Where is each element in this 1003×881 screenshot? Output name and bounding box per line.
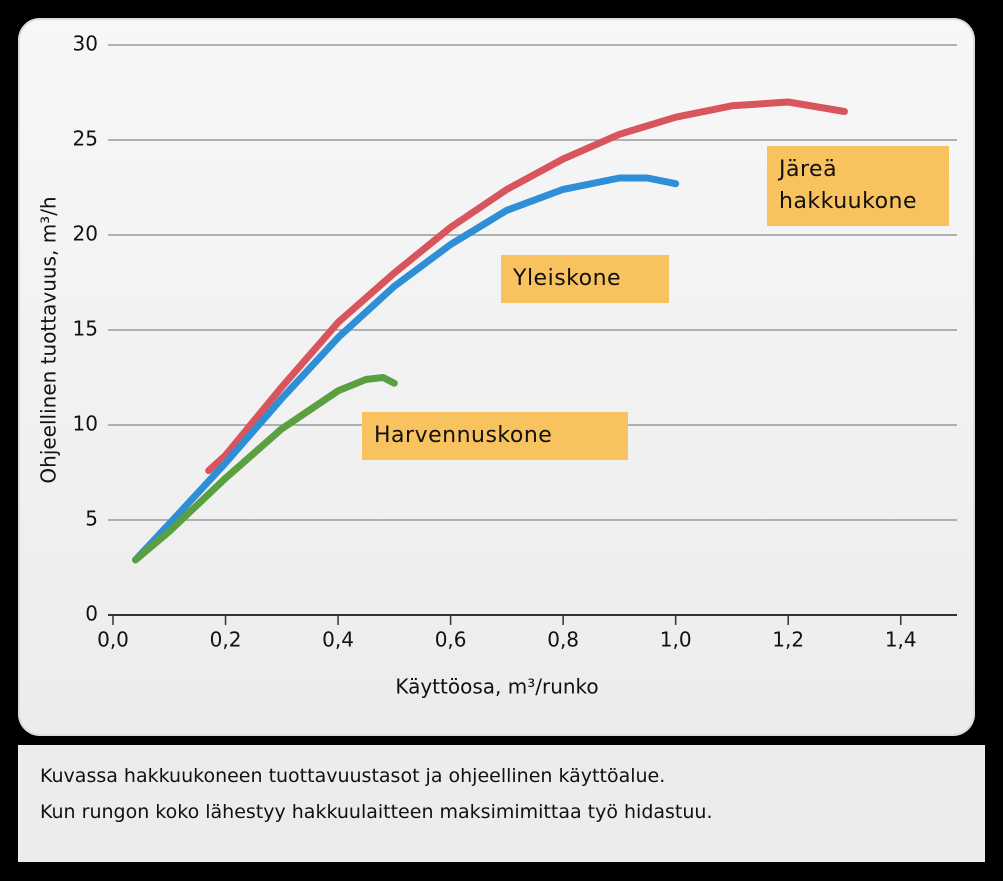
series-label: Järeä hakkuukone [767,146,949,226]
y-tick-label: 10 [73,412,98,436]
series-label: Harvennuskone [362,412,628,460]
x-tick-label: 0,4 [322,628,354,652]
x-axis-title: Käyttöosa, m³/runko [395,675,598,699]
caption-line: Kun rungon koko lähestyy hakkuulaitteen … [40,801,713,823]
x-tick-label: 0,0 [97,628,129,652]
caption-line: Kuvassa hakkuukoneen tuottavuustasot ja … [40,765,666,787]
chart: Käyttöosa, m³/runko Ohjeellinen tuottavu… [37,32,957,699]
x-tick-label: 0,2 [210,628,242,652]
y-tick-label: 25 [73,127,98,151]
y-tick-label: 20 [73,222,98,246]
chart-panel [18,18,975,736]
y-tick-label: 0 [85,602,98,626]
x-tick-label: 1,2 [772,628,804,652]
series-line [132,374,398,564]
y-tick-label: 15 [73,317,98,341]
y-tick-label: 5 [85,507,98,531]
series-line [205,98,848,475]
caption-box: Kuvassa hakkuukoneen tuottavuustasot ja … [18,745,985,862]
x-tick-label: 1,0 [660,628,692,652]
x-tick-label: 1,4 [885,628,917,652]
y-tick-label: 30 [73,32,98,56]
x-tick-label: 0,6 [435,628,467,652]
series-label: Yleiskone [501,255,669,303]
series-line [132,174,680,564]
y-axis-title: Ohjeellinen tuottavuus, m³/h [37,196,61,483]
x-tick-label: 0,8 [547,628,579,652]
